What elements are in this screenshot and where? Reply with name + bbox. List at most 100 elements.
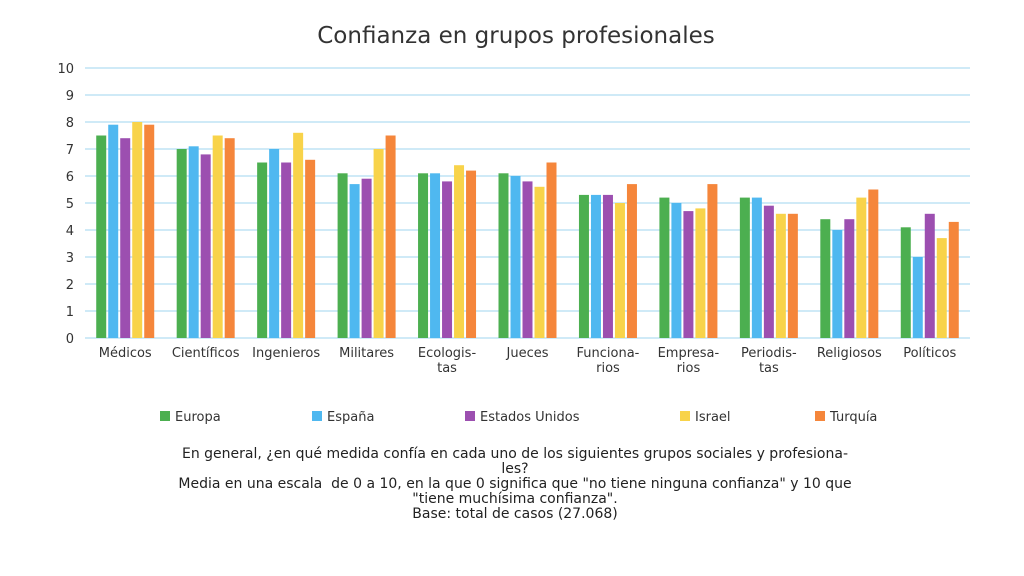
bar bbox=[948, 221, 959, 338]
bar bbox=[763, 205, 774, 338]
x-category-label: Ingenieros bbox=[252, 346, 320, 361]
y-tick-label: 2 bbox=[66, 278, 74, 293]
bar bbox=[614, 203, 625, 338]
bar bbox=[224, 138, 235, 338]
bar bbox=[671, 203, 682, 338]
y-tick-label: 1 bbox=[66, 305, 74, 320]
bar bbox=[936, 238, 947, 338]
bar bbox=[212, 135, 223, 338]
bar bbox=[856, 197, 867, 338]
x-category-label: Científicos bbox=[172, 346, 240, 361]
y-tick-label: 6 bbox=[66, 170, 74, 185]
x-category-label: Ecologis- bbox=[418, 346, 477, 361]
legend-swatch bbox=[312, 411, 322, 421]
bar bbox=[844, 219, 855, 338]
chart-footnote: En general, ¿en qué medida confía en cad… bbox=[140, 447, 890, 522]
bar bbox=[281, 162, 292, 338]
x-category-label: Periodis- bbox=[741, 346, 797, 361]
x-category-label: Funciona- bbox=[577, 346, 640, 361]
bar bbox=[418, 173, 429, 338]
legend-swatch bbox=[680, 411, 690, 421]
bar bbox=[120, 138, 131, 338]
bar bbox=[442, 181, 453, 338]
bar bbox=[739, 197, 750, 338]
bar bbox=[707, 184, 718, 338]
footnote-line: "tiene muchísima confianza". bbox=[412, 491, 618, 507]
bar bbox=[787, 213, 798, 338]
bar bbox=[578, 194, 589, 338]
x-category-label: tas bbox=[759, 361, 779, 376]
y-tick-label: 7 bbox=[66, 143, 74, 158]
bar bbox=[305, 159, 316, 338]
bar bbox=[900, 227, 911, 338]
bar bbox=[626, 184, 637, 338]
y-tick-label: 9 bbox=[66, 89, 74, 104]
bar bbox=[820, 219, 831, 338]
y-tick-label: 8 bbox=[66, 116, 74, 131]
bar bbox=[454, 165, 465, 338]
legend-label: Estados Unidos bbox=[480, 410, 580, 425]
bar bbox=[510, 176, 521, 338]
bar bbox=[349, 184, 360, 338]
bar bbox=[269, 149, 280, 338]
x-category-label: Jueces bbox=[506, 346, 549, 361]
bar bbox=[257, 162, 268, 338]
legend: Europa España Estados Unidos Israel Turquía bbox=[160, 410, 877, 425]
bar bbox=[293, 132, 304, 338]
bar bbox=[108, 124, 119, 338]
bar bbox=[775, 213, 786, 338]
bar bbox=[498, 173, 509, 338]
bar bbox=[430, 173, 441, 338]
x-category-label: Militares bbox=[339, 346, 394, 361]
legend-label: Israel bbox=[695, 410, 731, 425]
footnote-line: Media en una escala de 0 a 10, en la que… bbox=[178, 476, 852, 492]
bar bbox=[373, 149, 384, 338]
x-category-label: Empresa- bbox=[658, 346, 720, 361]
bar bbox=[912, 257, 923, 338]
legend-swatch bbox=[160, 411, 170, 421]
bar bbox=[466, 170, 477, 338]
y-tick-label: 4 bbox=[66, 224, 74, 239]
x-category-label: Médicos bbox=[99, 346, 152, 361]
legend-swatch bbox=[465, 411, 475, 421]
x-category-label: tas bbox=[437, 361, 457, 376]
bar bbox=[188, 146, 199, 338]
footnote-line: les? bbox=[501, 461, 529, 477]
legend-label: Turquía bbox=[829, 410, 877, 425]
bar bbox=[832, 230, 843, 338]
x-category-label: rios bbox=[677, 361, 701, 376]
bar bbox=[751, 197, 762, 338]
bar bbox=[200, 154, 211, 338]
bars bbox=[96, 122, 959, 338]
bar bbox=[546, 162, 557, 338]
bar bbox=[695, 208, 706, 338]
bar bbox=[924, 213, 935, 338]
y-tick-label: 5 bbox=[66, 197, 74, 212]
chart-title: Confianza en grupos profesionales bbox=[317, 23, 715, 49]
legend-swatch bbox=[815, 411, 825, 421]
footnote-line: Base: total de casos (27.068) bbox=[412, 506, 618, 522]
bar bbox=[144, 124, 155, 338]
bar bbox=[602, 194, 613, 338]
bar bbox=[522, 181, 533, 338]
bar bbox=[361, 178, 372, 338]
bar bbox=[868, 189, 879, 338]
x-category-label: rios bbox=[596, 361, 620, 376]
bar-chart: Confianza en grupos profesionales 0 1 2 3 4 5… bbox=[57, 23, 970, 425]
bar bbox=[96, 135, 107, 338]
x-axis: Médicos Científicos Ingenieros Militares Eco… bbox=[99, 346, 957, 376]
x-category-label: Religiosos bbox=[817, 346, 882, 361]
bar bbox=[385, 135, 396, 338]
y-axis: 0 1 2 3 4 5 6 7 8 9 10 bbox=[57, 62, 74, 347]
bar bbox=[590, 194, 601, 338]
bar bbox=[132, 122, 143, 338]
bar bbox=[683, 211, 694, 338]
y-tick-label: 3 bbox=[66, 251, 74, 266]
y-tick-label: 0 bbox=[66, 332, 74, 347]
bar bbox=[337, 173, 348, 338]
y-tick-label: 10 bbox=[57, 62, 74, 77]
bar bbox=[534, 186, 545, 338]
legend-label: Europa bbox=[175, 410, 221, 425]
footnote-line: En general, ¿en qué medida confía en cad… bbox=[181, 446, 849, 462]
x-category-label: Políticos bbox=[903, 346, 956, 361]
